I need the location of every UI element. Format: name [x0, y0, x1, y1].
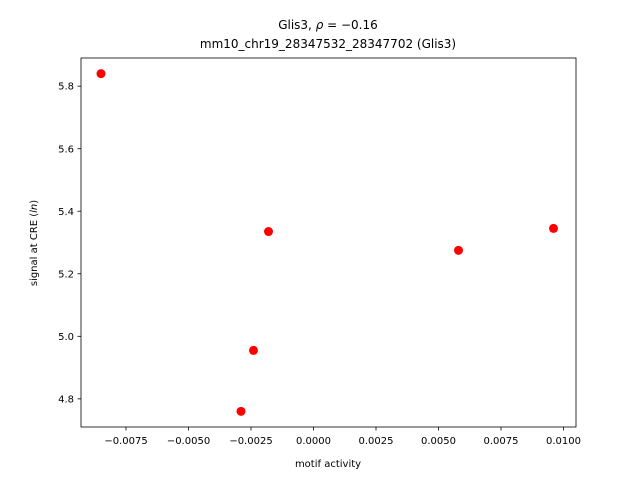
y-axis-ticks: 4.8 5.0 5.2 5.4 5.6 5.8 — [58, 82, 81, 405]
data-point-5 — [549, 223, 558, 233]
plot-area — [80, 57, 577, 428]
y-tick-label-4: 5.6 — [58, 144, 74, 155]
y-axis-label: signal at CRE (ln) — [29, 200, 40, 286]
y-tick-label-0: 4.8 — [58, 394, 74, 405]
data-point-0 — [96, 69, 106, 79]
y-tick-label-1: 5.0 — [58, 332, 74, 343]
chart-title-line2: mm10_chr19_28347532_28347702 (Glis3) — [200, 37, 456, 51]
x-tick-label-7: 0.0100 — [546, 436, 581, 447]
data-point-1 — [236, 406, 246, 416]
y-tick-label-5: 5.8 — [58, 82, 74, 93]
data-points — [96, 69, 558, 416]
x-tick-label-0: −0.0075 — [104, 436, 147, 447]
y-tick-label-2: 5.2 — [58, 269, 74, 280]
x-tick-label-1: −0.0050 — [167, 436, 210, 447]
x-tick-label-3: 0.0000 — [296, 436, 331, 447]
data-point-4 — [454, 245, 463, 255]
x-axis-label: motif activity — [295, 459, 361, 470]
plot-frame — [80, 57, 577, 428]
data-point-3 — [264, 227, 273, 237]
data-point-2 — [249, 345, 258, 355]
x-axis-ticks: −0.0075 −0.0050 −0.0025 0.0000 0.0025 0.0050 0… — [104, 427, 581, 447]
x-tick-label-4: 0.0025 — [359, 436, 394, 447]
x-tick-label-6: 0.0075 — [484, 436, 519, 447]
y-tick-label-3: 5.4 — [58, 207, 74, 218]
x-tick-label-2: −0.0025 — [229, 436, 272, 447]
chart-title-line1: Glis3, ρ = −0.16 — [278, 18, 378, 32]
x-tick-label-5: 0.0050 — [421, 436, 456, 447]
